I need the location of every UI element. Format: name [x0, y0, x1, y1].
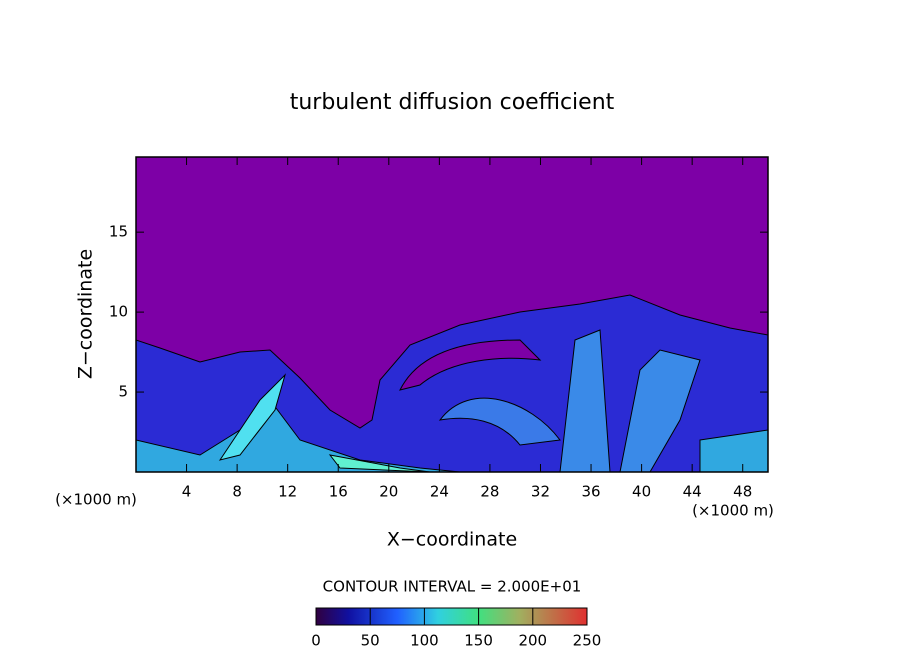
colorbar-tick-label: 250 — [573, 632, 602, 650]
colorbar-tick-label: 200 — [518, 632, 547, 650]
y-tick-label: 5 — [118, 383, 128, 401]
plot-frame — [135, 156, 769, 473]
colorbar-tick-label: 0 — [311, 632, 321, 650]
field — [136, 157, 768, 472]
y-axis-label: Z−coordinate — [75, 249, 97, 379]
contour-note: CONTOUR INTERVAL = 2.000E+01 — [323, 578, 582, 596]
x-tick-label: 32 — [531, 483, 550, 501]
colorbar-tick-label: 100 — [410, 632, 439, 650]
colorbar-tick-label: 150 — [464, 632, 493, 650]
x-tick-label: 48 — [733, 483, 752, 501]
x-tick-label: 40 — [632, 483, 651, 501]
x-tick-label: 16 — [329, 483, 348, 501]
chart-title: turbulent diffusion coefficient — [290, 90, 615, 115]
x-unit-label: (×1000 m) — [692, 502, 774, 520]
x-tick-label: 44 — [683, 483, 702, 501]
y-tick-label: 10 — [109, 303, 128, 321]
x-tick-label: 8 — [232, 483, 242, 501]
x-axis-label: X−coordinate — [387, 529, 517, 551]
colorbar — [315, 607, 588, 626]
colorbar-tick-label: 50 — [361, 632, 380, 650]
x-tick-label: 36 — [581, 483, 600, 501]
x-tick-label: 20 — [379, 483, 398, 501]
x-tick-label: 4 — [182, 483, 192, 501]
x-tick-label: 24 — [430, 483, 449, 501]
y-unit-label: (×1000 m) — [55, 491, 137, 509]
y-tick-label: 15 — [109, 223, 128, 241]
x-tick-label: 12 — [278, 483, 297, 501]
x-tick-label: 28 — [480, 483, 499, 501]
